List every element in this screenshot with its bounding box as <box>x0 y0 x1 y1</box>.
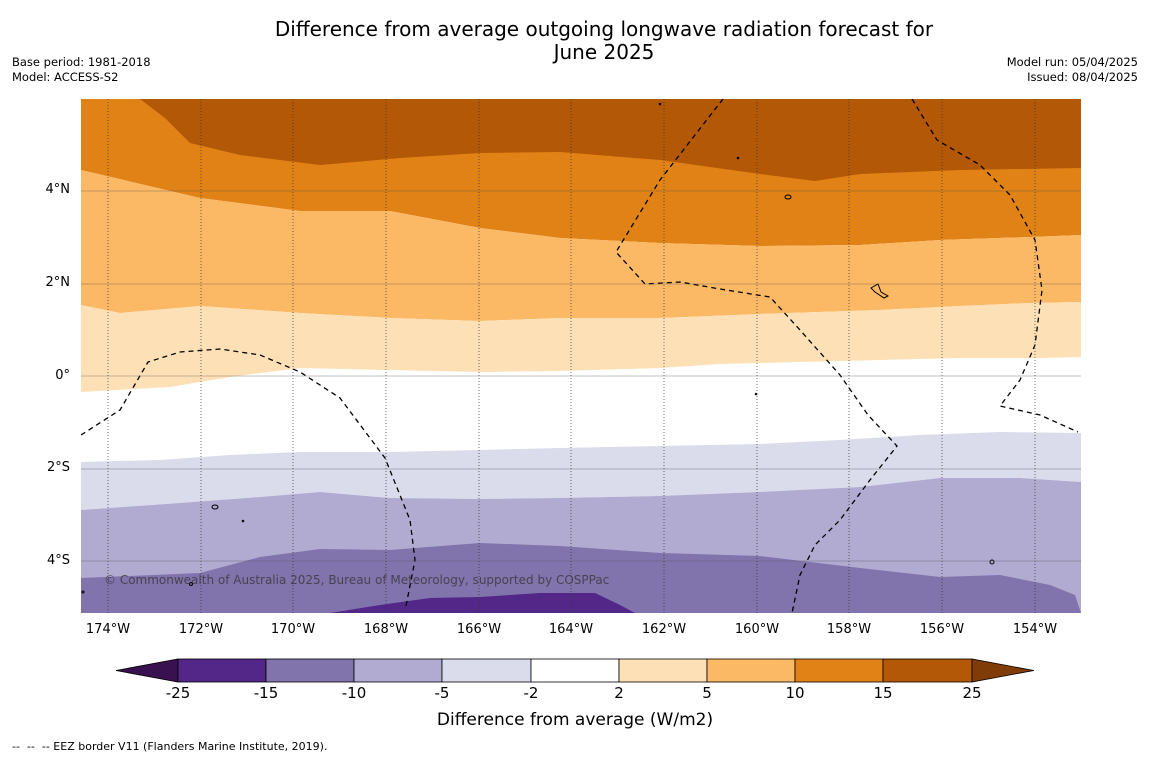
x-tick-label: 164°W <box>548 622 594 637</box>
colorbar-tick-label: 2 <box>614 684 624 702</box>
colorbar-extend-high <box>971 658 1035 683</box>
colorbar-tick-label: 5 <box>702 684 712 702</box>
band-minus25-minus15 <box>330 593 635 613</box>
colorbar-segment <box>441 658 532 683</box>
eez-border-west <box>81 348 416 607</box>
colorbar-segment <box>265 658 355 683</box>
x-tick-label: 170°W <box>270 622 316 637</box>
map-title: Difference from average outgoing longwav… <box>0 18 1150 64</box>
meta-right: Model run: 05/04/2025 Issued: 08/04/2025 <box>1007 55 1138 85</box>
colorbar-tick-label: 25 <box>962 684 982 702</box>
x-tick-label: 162°W <box>641 622 687 637</box>
band-2-5 <box>81 302 1081 392</box>
x-tick-label: 172°W <box>178 622 224 637</box>
colorbar-segment <box>353 658 443 683</box>
band-5-10 <box>81 170 1081 321</box>
y-tick-label: 2°S <box>46 460 70 475</box>
colorbar-segment <box>794 658 884 683</box>
eez-legend-note: -- -- -- EEZ border V11 (Flanders Marine… <box>12 740 328 753</box>
base-period: Base period: 1981-2018 <box>12 55 151 69</box>
colorbar-tick-label: -5 <box>434 684 450 702</box>
colorbar-tick-label: 15 <box>873 684 893 702</box>
map-plot: © Commonwealth of Australia 2025, Bureau… <box>81 99 1081 613</box>
anomaly-fields: © Commonwealth of Australia 2025, Bureau… <box>81 99 1081 613</box>
map-title-line-1: Difference from average outgoing longwav… <box>274 17 934 41</box>
x-tick-label: 174°W <box>85 622 131 637</box>
x-tick-label: 166°W <box>456 622 502 637</box>
model-name: Model: ACCESS-S2 <box>12 70 119 84</box>
parallel-gridlines <box>81 190 1081 562</box>
colorbar-tick-label: -10 <box>341 684 367 702</box>
y-tick-label: 4°N <box>45 182 71 197</box>
colorbar-tick-label: -15 <box>253 684 279 702</box>
colorbar-tick-label: 10 <box>785 684 805 702</box>
eez-border-east <box>615 99 898 613</box>
y-tick-label: 0° <box>55 368 70 383</box>
colorbar-segment <box>618 658 708 683</box>
colorbar-segment <box>177 658 267 683</box>
band-minus5-minus2 <box>81 432 1081 510</box>
band-minus15-minus10 <box>81 543 1081 613</box>
x-tick-label: 168°W <box>363 622 409 637</box>
colorbar-extend-low <box>115 658 179 683</box>
colorbar-segment <box>706 658 796 683</box>
meta-left: Base period: 1981-2018 Model: ACCESS-S2 <box>12 55 151 85</box>
band-15-25 <box>140 99 1081 181</box>
model-run: Model run: 05/04/2025 <box>1006 55 1138 69</box>
colorbar-title: Difference from average (W/m2) <box>436 710 714 730</box>
y-tick-label: 2°N <box>45 275 71 290</box>
x-tick-label: 158°W <box>826 622 872 637</box>
issued-date: Issued: 08/04/2025 <box>1027 70 1138 84</box>
copyright-note: © Commonwealth of Australia 2025, Bureau… <box>104 573 609 587</box>
colorbar <box>115 658 1035 683</box>
y-tick-label: 4°S <box>46 553 70 568</box>
colorbar-segment <box>882 658 973 683</box>
colorbar-tick-label: -25 <box>165 684 191 702</box>
colorbar-segment <box>530 658 620 683</box>
map-title-line-2: June 2025 <box>553 40 655 64</box>
x-tick-label: 156°W <box>919 622 965 637</box>
eez-border-northeast <box>911 99 1079 433</box>
x-tick-label: 154°W <box>1012 622 1058 637</box>
colorbar-tick-label: -2 <box>523 684 539 702</box>
x-tick-label: 160°W <box>734 622 780 637</box>
